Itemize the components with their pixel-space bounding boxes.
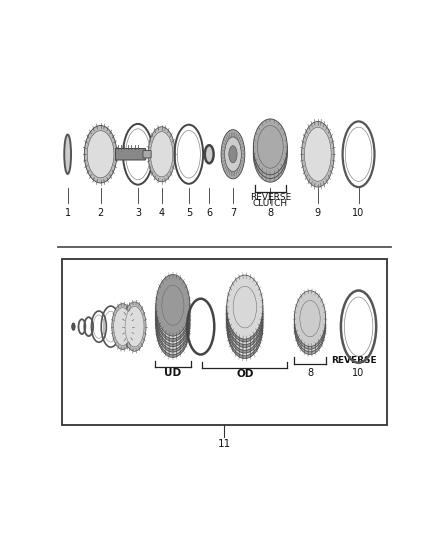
Text: UD: UD (164, 368, 181, 378)
Ellipse shape (294, 290, 325, 346)
FancyBboxPatch shape (143, 150, 151, 158)
Text: 11: 11 (218, 440, 231, 449)
FancyBboxPatch shape (116, 149, 146, 160)
Ellipse shape (221, 130, 245, 179)
Ellipse shape (156, 282, 190, 344)
Text: 8: 8 (267, 207, 273, 217)
Ellipse shape (151, 132, 173, 177)
Ellipse shape (148, 127, 175, 182)
Ellipse shape (112, 304, 134, 350)
Text: 3: 3 (135, 207, 141, 217)
Text: 7: 7 (230, 207, 236, 217)
Text: 2: 2 (97, 207, 104, 217)
Text: 10: 10 (353, 207, 365, 217)
Bar (61, 259, 387, 425)
Text: 1: 1 (64, 207, 71, 217)
Text: 10: 10 (353, 368, 365, 378)
Ellipse shape (123, 302, 146, 351)
Ellipse shape (156, 280, 190, 342)
Ellipse shape (72, 323, 75, 330)
Ellipse shape (227, 289, 263, 353)
Text: 6: 6 (206, 207, 212, 217)
Ellipse shape (156, 296, 190, 358)
Ellipse shape (227, 281, 263, 345)
Text: 5: 5 (186, 207, 192, 217)
Ellipse shape (294, 296, 325, 352)
Ellipse shape (156, 293, 190, 355)
Ellipse shape (253, 126, 287, 182)
Ellipse shape (114, 308, 131, 345)
Ellipse shape (304, 127, 331, 181)
Text: REVERSE: REVERSE (332, 356, 377, 365)
Text: 9: 9 (315, 207, 321, 217)
Ellipse shape (229, 146, 237, 163)
Ellipse shape (227, 284, 263, 348)
Ellipse shape (227, 286, 263, 350)
Ellipse shape (227, 292, 263, 356)
Ellipse shape (156, 285, 190, 347)
Ellipse shape (227, 278, 263, 342)
Ellipse shape (156, 290, 190, 352)
Ellipse shape (205, 145, 214, 163)
Ellipse shape (227, 275, 263, 339)
Text: 4: 4 (159, 207, 165, 217)
Ellipse shape (64, 134, 71, 174)
Ellipse shape (253, 123, 287, 179)
Ellipse shape (156, 277, 190, 339)
Text: CLUTCH: CLUTCH (253, 199, 288, 207)
Ellipse shape (294, 298, 325, 354)
Text: OD: OD (236, 369, 254, 379)
Ellipse shape (125, 306, 144, 347)
Text: 8: 8 (307, 368, 313, 378)
Ellipse shape (87, 131, 114, 178)
Text: REVERSE: REVERSE (250, 193, 291, 202)
Ellipse shape (227, 295, 263, 359)
Ellipse shape (84, 125, 117, 183)
Ellipse shape (294, 293, 325, 349)
Ellipse shape (156, 274, 190, 336)
Ellipse shape (301, 122, 334, 187)
Ellipse shape (156, 288, 190, 350)
Ellipse shape (253, 119, 287, 175)
Ellipse shape (225, 137, 241, 172)
